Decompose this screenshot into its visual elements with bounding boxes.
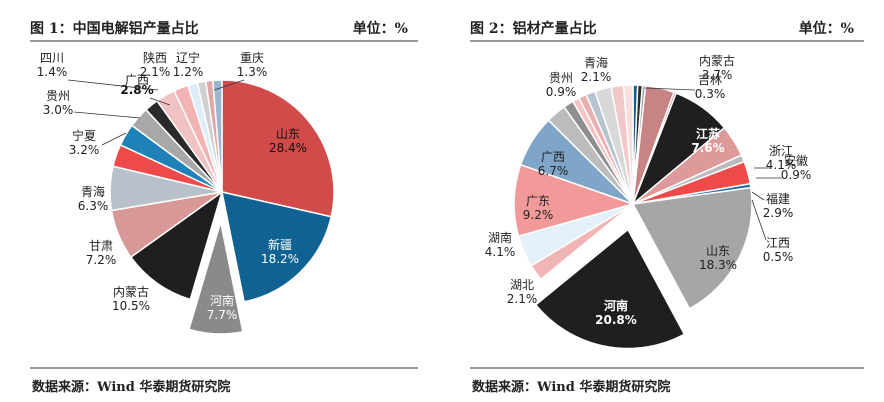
slice-label-青海: 青海 (584, 55, 608, 70)
slice-label-山东: 山东 (706, 244, 730, 258)
leader-line-贵州 (73, 111, 141, 119)
leader-line-重庆 (213, 79, 245, 91)
footer-rule (470, 367, 864, 369)
chart-title: 图 2：铝材产量占比 (470, 21, 597, 37)
slice-value-湖北: 2.1% (507, 292, 538, 306)
slice-label-广西: 广西 (541, 150, 565, 164)
slice-value-新疆: 18.2% (261, 252, 299, 266)
leader-line-福建 (751, 191, 765, 201)
slice-label-河南: 河南 (210, 293, 234, 308)
slice-label-安徽: 安徽 (784, 153, 808, 168)
pie-slice-山东 (631, 186, 753, 310)
slice-label-陕西: 陕西 (143, 50, 167, 65)
slice-value-吉林: 0.3% (695, 87, 726, 101)
header-rule (470, 40, 864, 42)
slice-value-广西: 6.7% (538, 164, 569, 178)
slice-label-江苏: 江苏 (696, 126, 720, 141)
slice-value-陕西: 2.1% (140, 65, 171, 79)
slice-value-广西: 2.8% (120, 83, 153, 97)
slice-value-重庆: 1.3% (237, 65, 268, 79)
slice-value-广东: 9.2% (523, 208, 554, 222)
slice-label-内蒙古: 内蒙古 (113, 284, 149, 299)
slice-label-湖北: 湖北 (510, 277, 534, 292)
slice-value-湖南: 4.1% (485, 245, 516, 259)
slice-label-吉林: 吉林 (698, 73, 722, 87)
slice-label-广东: 广东 (526, 194, 550, 208)
source-note: 数据来源：Wind 华泰期货研究院 (32, 380, 231, 395)
leader-line-四川 (67, 79, 159, 91)
slice-value-山东: 18.3% (699, 258, 737, 272)
slice-value-四川: 1.4% (37, 65, 68, 79)
slice-label-江西: 江西 (766, 236, 790, 250)
slice-label-辽宁: 辽宁 (176, 50, 200, 65)
slice-label-贵州: 贵州 (549, 71, 573, 85)
footer-rule (30, 367, 418, 369)
header-rule (30, 40, 418, 42)
leader-line-宁夏 (101, 132, 127, 146)
pie-slice-23 (622, 84, 634, 205)
slice-label-宁夏: 宁夏 (72, 128, 96, 143)
pie-slice-河南 (188, 221, 244, 335)
pie-slice-山东 (221, 79, 335, 218)
slice-label-四川: 四川 (40, 51, 64, 65)
leader-line-江西 (751, 199, 767, 241)
slice-label-青海: 青海 (81, 184, 105, 199)
slice-value-河南: 7.7% (207, 308, 238, 322)
slice-label-浙江: 浙江 (769, 144, 793, 158)
slice-label-湖南: 湖南 (488, 230, 512, 245)
slice-value-贵州: 0.9% (546, 85, 577, 99)
pie-slice-重庆 (212, 79, 223, 193)
source-note: 数据来源：Wind 华泰期货研究院 (472, 380, 671, 395)
slice-label-贵州: 贵州 (46, 89, 70, 103)
chart-title: 图 1：中国电解铝产量占比 (30, 21, 199, 37)
slice-value-江西: 0.5% (763, 250, 794, 264)
slice-value-福建: 2.9% (763, 206, 794, 220)
unit-label: 单位：% (798, 21, 854, 37)
chart-header: 图 2：铝材产量占比 单位：% (470, 14, 864, 38)
slice-value-内蒙古: 3.7% (702, 68, 733, 82)
slice-value-内蒙古: 10.5% (112, 299, 150, 313)
slice-value-贵州: 3.0% (43, 103, 74, 117)
slice-value-青海: 2.1% (581, 70, 612, 84)
unit-label: 单位：% (352, 21, 408, 37)
slice-value-河南: 20.8% (595, 313, 637, 327)
slice-label-新疆: 新疆 (268, 237, 292, 252)
pie-slice-内蒙古 (129, 190, 224, 301)
slice-label-福建: 福建 (766, 191, 790, 206)
slice-value-江苏: 7.6% (691, 141, 724, 155)
slice-value-甘肃: 7.2% (86, 253, 117, 267)
leader-line-内蒙古 (644, 87, 696, 91)
slice-label-河南: 河南 (603, 298, 628, 313)
slice-value-青海: 6.3% (78, 199, 109, 213)
chart-panel-2: 图 2：铝材产量占比 单位：% 内蒙古 3.7% 吉林 0.3% 江苏 7.6% 浙江 4.1… (440, 0, 884, 402)
slice-value-安徽: 0.9% (781, 168, 812, 182)
chart-header: 图 1：中国电解铝产量占比 单位：% (30, 14, 418, 38)
slice-value-浙江: 4.1% (766, 158, 797, 172)
slice-value-辽宁: 1.2% (173, 65, 204, 79)
slice-label-甘肃: 甘肃 (89, 239, 113, 253)
leader-line-广西 (149, 97, 171, 106)
pie-slice-新疆 (221, 191, 333, 303)
pie-slice-河南 (534, 228, 686, 350)
slice-label-重庆: 重庆 (240, 51, 264, 65)
slice-label-山东: 山东 (276, 127, 300, 141)
slice-label-内蒙古: 内蒙古 (699, 53, 735, 68)
slice-value-山东: 28.4% (269, 141, 307, 155)
slice-label-广西: 广西 (125, 73, 149, 87)
chart-panel-1: 图 1：中国电解铝产量占比 单位：% 山东 28.4% 新疆 18.2% 河南 7.7% 内… (0, 0, 438, 402)
slice-value-宁夏: 3.2% (69, 143, 100, 157)
